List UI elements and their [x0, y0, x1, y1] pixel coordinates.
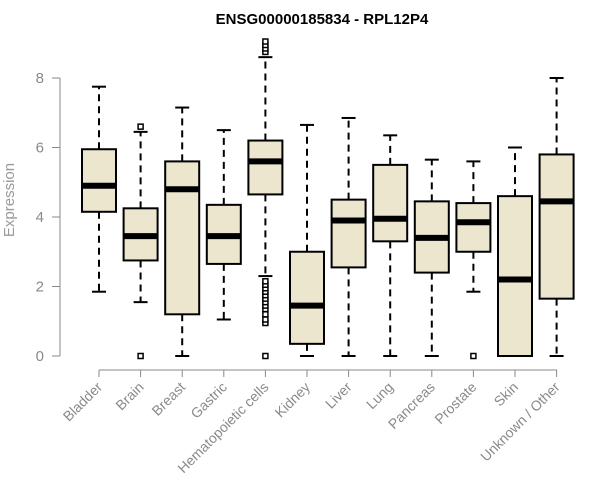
y-tick-label: 4: [36, 209, 44, 226]
x-category-label: Kidney: [272, 379, 314, 421]
x-category-label: Breast: [148, 379, 188, 419]
x-category-label: Skin: [491, 379, 522, 410]
chart-title: ENSG00000185834 - RPL12P4: [216, 11, 429, 28]
x-category-label: Unknown / Other: [477, 379, 563, 465]
x-category-label: Bladder: [60, 379, 106, 425]
y-ticks: 0 2 4 6 8: [36, 70, 60, 365]
outlier-point: [137, 352, 144, 360]
box-group: [538, 77, 575, 357]
y-axis-label: Expression: [1, 163, 18, 237]
box-iqr: [497, 195, 533, 357]
box-iqr: [455, 202, 492, 253]
outlier-point: [262, 352, 269, 360]
y-tick-label: 8: [36, 70, 44, 87]
box-group: [455, 160, 492, 360]
box-group: [497, 146, 533, 357]
y-tick-label: 0: [36, 348, 44, 365]
box-iqr: [372, 163, 409, 243]
outlier-point: [262, 316, 269, 323]
box-group: [330, 116, 367, 357]
box-group: [122, 123, 159, 360]
box-group: [247, 38, 284, 360]
x-category-label: Lung: [363, 379, 396, 412]
box-iqr: [81, 148, 117, 213]
outlier-point: [262, 278, 269, 285]
box-group: [413, 158, 450, 357]
box-group: [81, 85, 117, 293]
outlier-point: [137, 123, 144, 130]
outlier-point: [470, 352, 477, 360]
outlier-point: [262, 311, 269, 318]
x-category-label: Prostate: [431, 379, 479, 427]
box-iqr: [538, 153, 575, 300]
box-group: [372, 134, 409, 357]
box-iqr: [164, 160, 201, 316]
outlier-point: [262, 38, 269, 45]
y-tick-label: 2: [36, 279, 44, 296]
boxes: [81, 38, 575, 360]
box-iqr: [289, 250, 325, 345]
box-group: [164, 106, 201, 357]
x-category-label: Liver: [322, 379, 355, 412]
box-iqr: [330, 198, 367, 269]
box-iqr: [247, 139, 284, 196]
x-category-label: Brain: [112, 379, 146, 413]
box-group: [205, 129, 242, 321]
box-group: [289, 123, 325, 357]
y-tick-label: 6: [36, 140, 44, 157]
